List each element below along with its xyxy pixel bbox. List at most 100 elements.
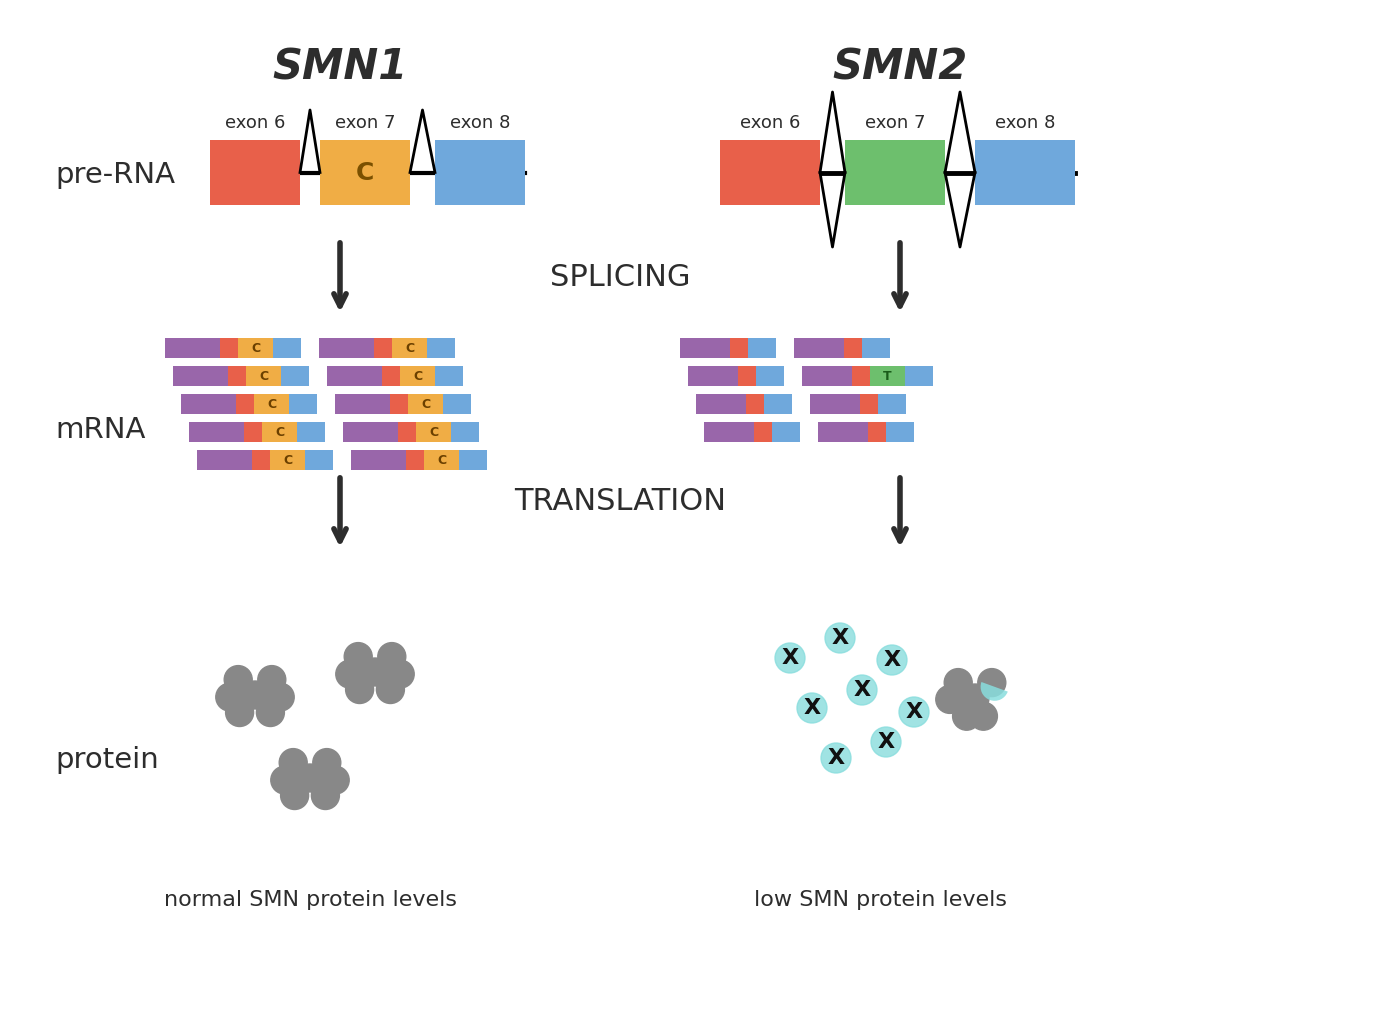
Text: exon 8: exon 8 — [995, 114, 1055, 132]
Text: C: C — [412, 369, 422, 383]
Text: X: X — [877, 732, 894, 752]
Text: SPLICING: SPLICING — [549, 264, 691, 292]
Text: protein: protein — [55, 746, 159, 774]
Bar — [246, 366, 281, 386]
Circle shape — [378, 642, 406, 671]
Bar — [320, 140, 410, 205]
Bar — [688, 366, 738, 386]
Text: SMN2: SMN2 — [832, 47, 967, 89]
Bar — [818, 422, 868, 442]
Bar — [772, 422, 800, 442]
Bar — [859, 394, 877, 415]
Text: T: T — [883, 369, 891, 383]
Circle shape — [346, 675, 374, 704]
Text: exon 6: exon 6 — [740, 114, 800, 132]
Text: exon 6: exon 6 — [224, 114, 285, 132]
Text: C: C — [356, 160, 374, 185]
Bar — [451, 422, 479, 442]
Bar — [318, 338, 374, 358]
Bar — [746, 394, 764, 415]
Bar — [443, 394, 471, 415]
Circle shape — [797, 693, 828, 723]
Bar — [220, 338, 238, 358]
Bar — [862, 338, 890, 358]
Bar — [408, 394, 443, 415]
Bar — [210, 140, 300, 205]
Bar — [459, 450, 487, 470]
Circle shape — [871, 727, 901, 757]
Bar — [720, 140, 819, 205]
Bar — [756, 366, 783, 386]
Bar — [270, 450, 304, 470]
Bar — [794, 338, 844, 358]
Circle shape — [978, 669, 1006, 697]
Circle shape — [944, 669, 972, 697]
Bar — [435, 366, 464, 386]
Circle shape — [345, 642, 372, 671]
Text: C: C — [275, 426, 284, 438]
Circle shape — [271, 766, 299, 794]
Text: C: C — [421, 397, 430, 410]
Circle shape — [256, 699, 284, 726]
Text: X: X — [804, 698, 821, 718]
Bar — [844, 338, 862, 358]
Bar — [417, 422, 451, 442]
Circle shape — [936, 685, 963, 713]
Circle shape — [313, 749, 340, 777]
Bar — [754, 422, 772, 442]
Bar — [228, 366, 246, 386]
Circle shape — [226, 699, 253, 726]
Bar — [281, 366, 309, 386]
Bar — [406, 450, 424, 470]
Circle shape — [266, 683, 295, 711]
Bar — [252, 450, 270, 470]
Bar — [165, 338, 220, 358]
Text: C: C — [259, 369, 268, 383]
Bar — [304, 450, 334, 470]
Bar — [400, 366, 435, 386]
Bar — [181, 394, 237, 415]
Circle shape — [281, 782, 309, 810]
Circle shape — [847, 675, 877, 705]
Bar — [424, 450, 459, 470]
Bar — [255, 394, 289, 415]
Bar — [868, 422, 886, 442]
Bar — [237, 394, 255, 415]
Bar — [871, 366, 905, 386]
Circle shape — [969, 702, 998, 731]
Text: X: X — [905, 702, 923, 722]
Bar — [974, 140, 1075, 205]
Bar — [810, 394, 859, 415]
Circle shape — [257, 666, 286, 694]
Circle shape — [775, 643, 805, 673]
Circle shape — [311, 782, 339, 810]
Circle shape — [821, 743, 851, 773]
Bar — [877, 394, 907, 415]
Text: C: C — [282, 453, 292, 467]
Circle shape — [216, 683, 244, 711]
Bar — [335, 394, 390, 415]
Text: C: C — [406, 342, 414, 355]
Circle shape — [386, 660, 414, 688]
Bar — [801, 366, 853, 386]
Circle shape — [952, 702, 981, 731]
Bar — [905, 366, 933, 386]
Text: X: X — [828, 748, 844, 768]
Bar — [392, 338, 428, 358]
Bar — [399, 422, 417, 442]
Bar — [327, 366, 382, 386]
Text: exon 7: exon 7 — [865, 114, 926, 132]
Text: C: C — [267, 397, 275, 410]
Circle shape — [224, 666, 252, 694]
Text: mRNA: mRNA — [55, 416, 145, 444]
Bar — [886, 422, 913, 442]
Bar — [273, 338, 300, 358]
Bar — [173, 366, 228, 386]
Text: TRANSLATION: TRANSLATION — [513, 487, 727, 516]
Bar — [435, 140, 525, 205]
Bar — [680, 338, 729, 358]
Text: X: X — [883, 650, 901, 670]
Text: pre-RNA: pre-RNA — [55, 161, 174, 189]
Bar — [738, 366, 756, 386]
Circle shape — [361, 658, 389, 686]
